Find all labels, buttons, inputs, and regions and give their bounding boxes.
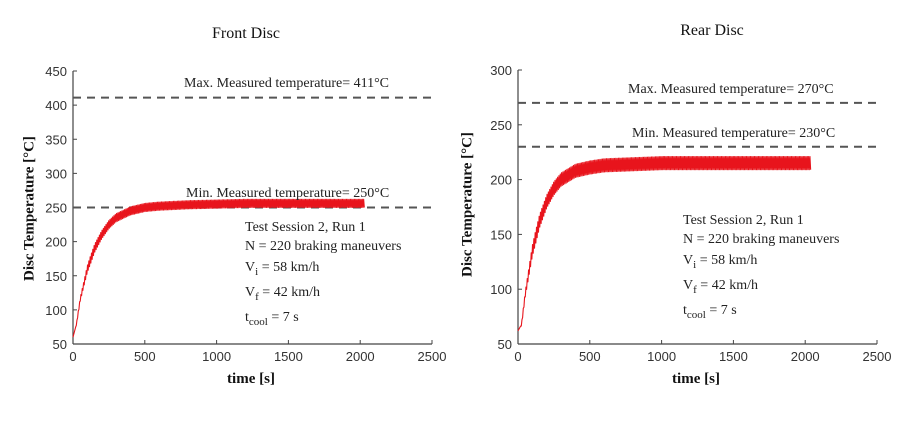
plot-area: 0 500 1000 1500 2000 2500 50 100 150 200 250 300 350…	[45, 64, 447, 364]
maneuvers-text: N = 220 braking maneuvers	[683, 232, 840, 247]
final-speed: Vf = 42 km/h	[245, 285, 320, 303]
y-tick-label: 250	[45, 201, 67, 216]
chart-title: Rear Disc	[680, 22, 744, 39]
y-tick-label: 50	[53, 337, 67, 352]
y-tick-label: 300	[45, 166, 67, 181]
x-tick-label: 500	[579, 349, 601, 364]
y-tick-label: 100	[490, 282, 512, 297]
session-text: Test Session 2, Run 1	[683, 213, 804, 228]
rear-disc-chart: Rear Disc 0 500 1000 1500 2000 2500 50 100 150 20…	[450, 0, 900, 429]
y-tick-label: 350	[45, 132, 67, 147]
y-tick-label: 250	[490, 118, 512, 133]
final-speed: Vf = 42 km/h	[683, 278, 758, 296]
y-tick-label: 300	[490, 63, 512, 78]
y-tick-label: 150	[45, 269, 67, 284]
x-tick-label: 1500	[719, 349, 748, 364]
x-tick-label: 0	[69, 349, 76, 364]
test-info: Test Session 2, Run 1 N = 220 braking ma…	[245, 218, 402, 328]
x-tick-label: 2000	[346, 349, 375, 364]
min-reference-label: Min. Measured temperature= 250°C	[186, 186, 390, 201]
x-axis-label: time [s]	[672, 371, 720, 387]
x-tick-label: 2000	[791, 349, 820, 364]
y-tick-label: 100	[45, 303, 67, 318]
min-reference-label: Min. Measured temperature= 230°C	[632, 126, 836, 141]
x-tick-label: 1500	[274, 349, 303, 364]
temperature-series	[517, 156, 812, 332]
y-tick-label: 200	[490, 173, 512, 188]
x-axis-label: time [s]	[227, 371, 275, 387]
y-tick-label: 150	[490, 227, 512, 242]
x-tick-label: 2500	[418, 349, 447, 364]
y-tick-label: 450	[45, 64, 67, 79]
x-tick-label: 1000	[202, 349, 231, 364]
front-disc-chart: Front Disc 0 500 1000 1500 2000 2500 50 100 150 2…	[21, 25, 447, 387]
y-axis-label: Disc Temperature [°C]	[21, 136, 38, 281]
x-tick-label: 2500	[863, 349, 892, 364]
x-tick-label: 0	[514, 349, 521, 364]
cooling-time: tcool = 7 s	[245, 310, 299, 328]
y-tick-label: 200	[45, 235, 67, 250]
x-tick-label: 500	[134, 349, 156, 364]
max-reference-label: Max. Measured temperature= 411°C	[184, 76, 390, 91]
test-info: Test Session 2, Run 1 N = 220 braking ma…	[683, 211, 840, 321]
temperature-series	[72, 198, 365, 338]
cooling-time: tcool = 7 s	[683, 303, 737, 321]
max-reference-label: Max. Measured temperature= 270°C	[628, 82, 834, 97]
y-tick-label: 50	[498, 337, 512, 352]
session-text: Test Session 2, Run 1	[245, 220, 366, 235]
maneuvers-text: N = 220 braking maneuvers	[245, 239, 402, 254]
chart-title: Front Disc	[212, 25, 280, 42]
initial-speed: Vi = 58 km/h	[245, 260, 320, 278]
x-tick-label: 1000	[647, 349, 676, 364]
initial-speed: Vi = 58 km/h	[683, 253, 758, 271]
y-tick-label: 400	[45, 98, 67, 113]
y-axis-label: Disc Temperature [°C]	[459, 132, 476, 277]
plot-area: 0 500 1000 1500 2000 2500 50 100 150 200 250 300	[490, 63, 892, 364]
